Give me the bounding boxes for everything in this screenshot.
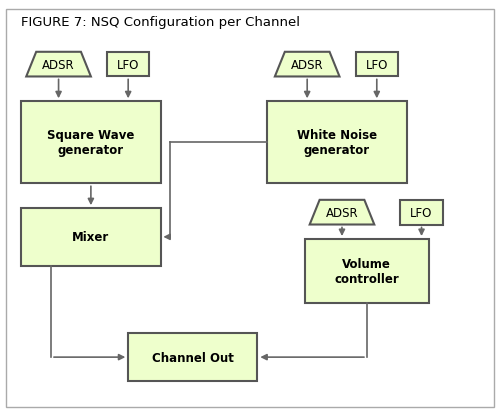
Text: LFO: LFO [117, 59, 140, 71]
FancyBboxPatch shape [22, 102, 160, 184]
FancyBboxPatch shape [304, 239, 429, 303]
Text: Mixer: Mixer [72, 231, 110, 244]
Text: Channel Out: Channel Out [152, 351, 234, 364]
Text: ADSR: ADSR [326, 206, 358, 219]
Polygon shape [310, 200, 374, 225]
Polygon shape [26, 53, 91, 77]
Text: LFO: LFO [410, 206, 432, 219]
Text: FIGURE 7: NSQ Configuration per Channel: FIGURE 7: NSQ Configuration per Channel [22, 16, 300, 29]
Text: White Noise
generator: White Noise generator [297, 129, 377, 157]
FancyBboxPatch shape [22, 209, 160, 266]
Text: Volume
controller: Volume controller [334, 257, 399, 285]
FancyBboxPatch shape [268, 102, 406, 184]
Text: LFO: LFO [366, 59, 388, 71]
Polygon shape [275, 53, 340, 77]
FancyBboxPatch shape [128, 334, 258, 381]
Text: ADSR: ADSR [42, 59, 75, 71]
Text: ADSR: ADSR [291, 59, 324, 71]
FancyBboxPatch shape [356, 53, 398, 77]
Text: Square Wave
generator: Square Wave generator [47, 129, 134, 157]
FancyBboxPatch shape [107, 53, 150, 77]
FancyBboxPatch shape [400, 200, 442, 225]
